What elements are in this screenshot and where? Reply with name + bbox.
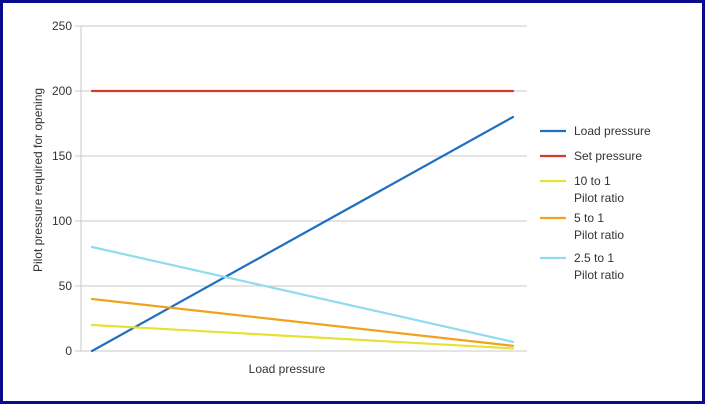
y-tick-label-200: 200	[52, 84, 72, 98]
y-tick-label-250: 250	[52, 19, 72, 33]
legend: Load pressure Set pressure 10 to 1 Pilot ra…	[540, 124, 651, 282]
legend-label: Set pressure	[574, 149, 642, 163]
y-tick-label-0: 0	[65, 344, 72, 358]
legend-label: 10 to 1 Pilot ratio	[574, 174, 624, 205]
legend-item-3: 10 to 1 Pilot ratio	[540, 174, 624, 205]
legend-item-4: 5 to 1 Pilot ratio	[540, 211, 624, 242]
series-line-1	[90, 115, 515, 353]
series-line-5	[90, 245, 515, 343]
y-tick-labels: 0 50 100 150 200 250	[52, 19, 72, 358]
legend-label: Load pressure	[574, 124, 651, 138]
legend-item-2: Set pressure	[540, 149, 642, 163]
y-tick-label-150: 150	[52, 149, 72, 163]
series-line-4	[90, 297, 515, 347]
legend-label: 5 to 1 Pilot ratio	[574, 211, 624, 242]
legend-item-1: Load pressure	[540, 124, 651, 138]
x-axis-label: Load pressure	[249, 362, 326, 376]
y-axis-label: Pilot pressure required for opening	[31, 88, 45, 272]
y-tick-label-100: 100	[52, 214, 72, 228]
grid-lines	[75, 25, 527, 352]
y-tick-label-50: 50	[59, 279, 73, 293]
series-line-3	[90, 323, 515, 350]
legend-label: 2.5 to 1 Pilot ratio	[574, 251, 624, 282]
legend-item-5: 2.5 to 1 Pilot ratio	[540, 251, 624, 282]
series-lines	[90, 89, 515, 353]
